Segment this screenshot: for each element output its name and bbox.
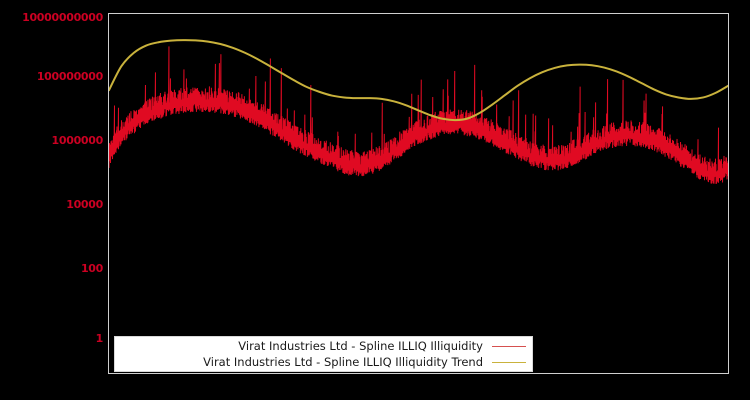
y-tick-label: 100000000	[36, 70, 103, 83]
legend-item-illiquidity[interactable]: Virat Industries Ltd - Spline ILLIQ Illi…	[115, 338, 526, 354]
y-tick-label: 10000000000	[22, 11, 103, 24]
legend-line-swatch-icon	[492, 345, 526, 347]
legend-label: Virat Industries Ltd - Spline ILLIQ Illi…	[203, 354, 483, 369]
y-tick-label: 10000	[66, 198, 103, 211]
series-illiquidity-trend	[109, 39, 728, 122]
legend-label: Virat Industries Ltd - Spline ILLIQ Illi…	[238, 338, 483, 353]
y-axis-tick-labels: 10000000000 100000000 1000000 10000 100 …	[0, 0, 103, 400]
plot-area	[108, 13, 729, 374]
y-tick-label: 1	[95, 332, 104, 345]
legend-line-swatch-icon	[492, 361, 526, 363]
y-tick-label: 1000000	[51, 134, 104, 147]
series-illiquidity	[109, 46, 728, 184]
chart-legend: Virat Industries Ltd - Spline ILLIQ Illi…	[114, 336, 533, 372]
y-tick-label: 100	[80, 262, 103, 275]
legend-item-illiquidity-trend[interactable]: Virat Industries Ltd - Spline ILLIQ Illi…	[115, 354, 526, 370]
chart-svg	[109, 39, 728, 184]
